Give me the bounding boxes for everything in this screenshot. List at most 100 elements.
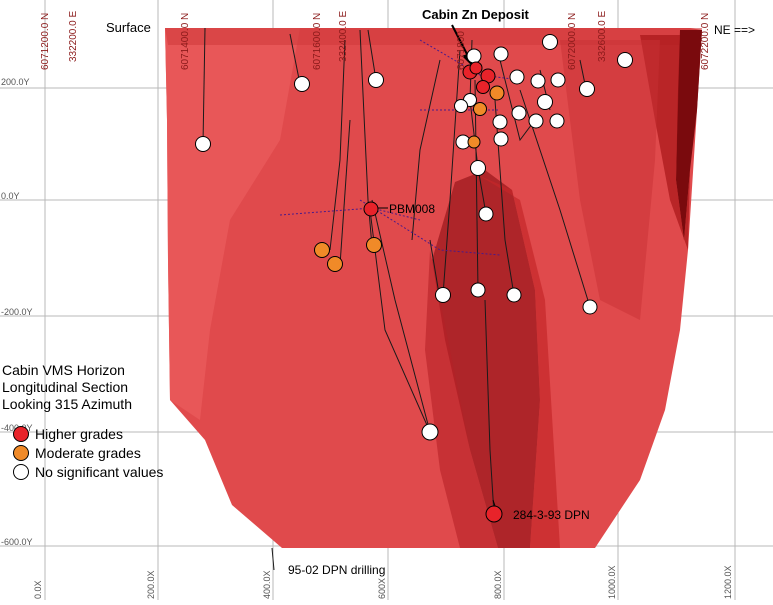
drill-trace <box>271 547 275 571</box>
horizon-face-light <box>165 28 300 420</box>
sample-point-high <box>469 61 483 75</box>
drill-trace <box>289 33 301 85</box>
y-axis-label-m200: -200.0Y <box>1 307 33 317</box>
drill-trace <box>519 89 591 308</box>
horizon-trough-left <box>425 250 498 548</box>
sample-point-moderate <box>489 85 505 101</box>
sample-point-none <box>582 299 598 315</box>
coord-label-6072000n: 6072000.0 N <box>567 12 578 70</box>
horizon-trough-mid <box>478 175 560 548</box>
surface-label: Surface <box>106 20 151 35</box>
x-axis-label-200: 200.0X <box>146 570 156 599</box>
sample-point-none <box>579 81 595 97</box>
sample-point-high <box>485 505 503 523</box>
sample-point-none <box>466 48 482 64</box>
no-significant-points <box>195 34 633 441</box>
higher-grade-points <box>363 61 503 523</box>
legend-title-line-2: Longitudinal Section <box>2 379 129 395</box>
coord-label-6071800: 6071800 <box>456 31 467 70</box>
sample-point-none <box>470 160 486 176</box>
legend-item-higher: Higher grades <box>2 424 163 443</box>
legend-swatch-higher <box>13 425 29 442</box>
sample-point-moderate <box>473 102 487 116</box>
sample-point-none <box>368 72 384 88</box>
sample-point-none <box>454 99 468 113</box>
moderate-grade-points <box>314 85 505 272</box>
legend-item-none: No significant values <box>2 462 163 481</box>
drill-trace <box>329 39 346 251</box>
legend-title-line-3: Looking 315 Azimuth <box>2 396 132 412</box>
legend-label-none: No significant values <box>35 463 164 480</box>
sample-point-none <box>509 69 525 85</box>
drill-trace <box>474 79 479 291</box>
sample-point-none <box>435 287 451 303</box>
drill-trace <box>411 59 441 241</box>
legend-swatch-none <box>13 463 29 480</box>
sample-point-high <box>363 201 379 217</box>
drill-trace <box>494 99 515 296</box>
drill-trace <box>371 199 431 433</box>
direction-label: NE ==> <box>714 23 756 37</box>
legend: Cabin VMS Horizon Longitudinal Section L… <box>2 362 163 481</box>
coord-label-6071400n: 6071400.0 N <box>180 12 191 70</box>
drill-trace <box>367 29 377 81</box>
sample-point-none <box>549 113 565 129</box>
drilling-label-95-02: 95-02 DPN drilling <box>288 563 386 577</box>
sample-point-none <box>493 46 509 62</box>
sample-point-none <box>550 72 566 88</box>
x-axis-label-1200: 1200.0X <box>723 565 733 599</box>
sample-point-none <box>493 131 509 147</box>
sample-point-none <box>542 34 558 50</box>
x-axis-label-1000: 1000.0X <box>607 565 617 599</box>
sample-point-none <box>478 206 494 222</box>
legend-swatch-moderate <box>13 444 29 461</box>
sample-point-none <box>506 287 522 303</box>
sample-point-none <box>195 136 211 152</box>
y-axis-label-m600: -600.0Y <box>1 537 33 547</box>
sample-point-high <box>476 80 490 94</box>
horizon-trough-dark <box>432 170 540 548</box>
y-axis-label-0: 0.0Y <box>1 191 20 201</box>
hole-label-284-3-93: 284-3-93 DPN <box>513 508 590 522</box>
sample-point-none <box>528 113 544 129</box>
coord-label-332400e: 332400.0 E <box>338 10 349 62</box>
drill-trace <box>339 119 351 266</box>
drill-trace <box>484 299 495 515</box>
legend-item-moderate: Moderate grades <box>2 443 163 462</box>
legend-label-higher: Higher grades <box>35 425 123 442</box>
sample-point-none <box>470 282 486 298</box>
drill-trace <box>442 49 461 296</box>
deposit-title: Cabin Zn Deposit <box>422 7 529 22</box>
coord-label-332200e: 332200.0 E <box>68 10 79 62</box>
sample-point-moderate <box>366 237 382 253</box>
y-axis-label-200: 200.0Y <box>1 77 30 87</box>
x-axis-label-600: 600X <box>377 577 387 599</box>
sample-point-moderate <box>314 242 330 258</box>
sample-point-moderate <box>327 256 343 272</box>
horizon-right-shade <box>560 40 660 320</box>
vms-horizon-body <box>165 28 702 548</box>
x-axis-label-0: 0.0X <box>33 580 43 599</box>
coord-label-6072200n: 6072200.0 N <box>700 12 711 70</box>
sample-point-none <box>530 73 546 89</box>
sample-point-none <box>421 423 439 441</box>
legend-label-moderate: Moderate grades <box>35 444 141 461</box>
sample-point-moderate <box>467 135 481 149</box>
drill-traces <box>202 27 591 571</box>
sample-point-none <box>537 94 553 110</box>
coord-label-6071600n: 6071600.0 N <box>312 12 323 70</box>
x-axis-label-800: 800.0X <box>493 570 503 599</box>
sample-point-none <box>511 105 527 121</box>
sample-point-none <box>492 114 508 130</box>
drill-trace <box>499 59 536 142</box>
coord-label-6071200n: 6071200.0 N <box>40 12 51 70</box>
coord-label-332600e: 332600.0 E <box>597 10 608 62</box>
sample-point-none <box>294 76 310 92</box>
x-axis-label-400: 400.0X <box>262 570 272 599</box>
drill-trace <box>359 29 373 247</box>
drill-trace <box>202 27 206 145</box>
hole-label-pbm008: PBM008 <box>389 202 436 216</box>
legend-title-line-1: Cabin VMS Horizon <box>2 362 125 378</box>
